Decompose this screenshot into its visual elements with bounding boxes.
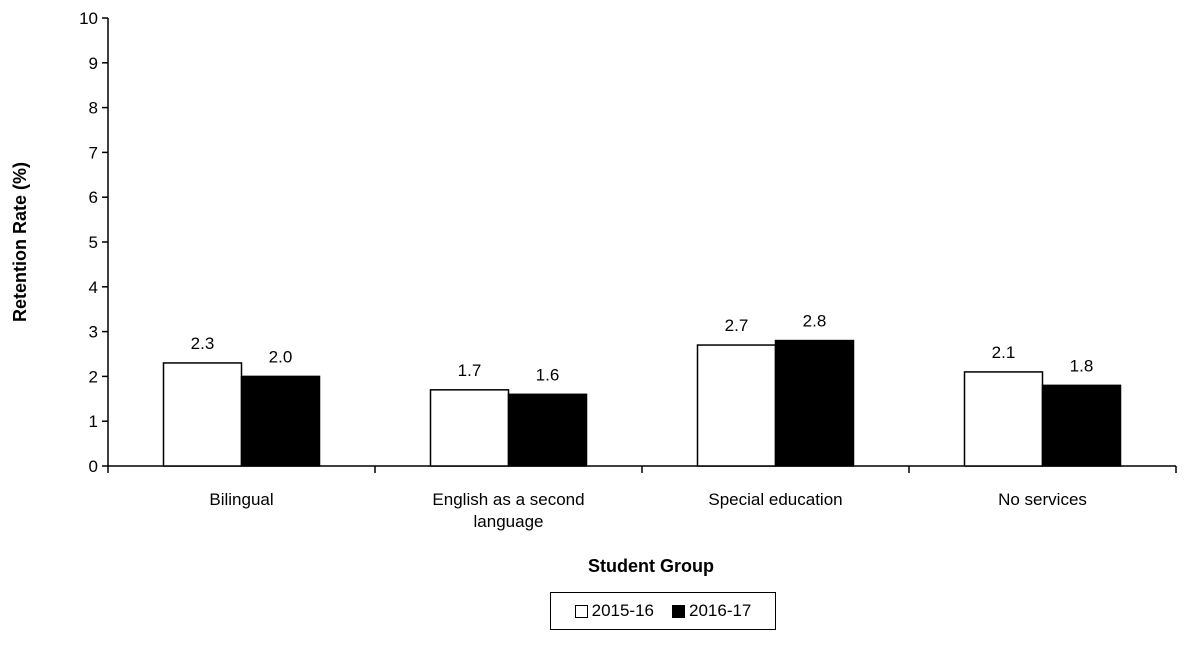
bar-2015-16: [696, 344, 777, 467]
y-tick-label: 6: [89, 188, 98, 207]
data-label: 1.7: [458, 361, 482, 380]
y-tick-label: 3: [89, 323, 98, 342]
bar-2015-16: [162, 362, 243, 467]
data-label: 2.8: [803, 312, 827, 331]
data-label: 2.0: [269, 347, 293, 366]
y-tick-label: 4: [89, 278, 98, 297]
legend: 2015-16 2016-17: [550, 592, 776, 630]
y-tick-label: 0: [89, 457, 98, 476]
y-tick-label: 7: [89, 143, 98, 162]
y-tick-label: 2: [89, 367, 98, 386]
bar-2015-16: [429, 389, 510, 467]
data-label: 1.8: [1070, 356, 1094, 375]
x-axis-title: Student Group: [588, 556, 714, 576]
bar-2016-17: [1041, 384, 1122, 467]
legend-label-2015-16: 2015-16: [591, 601, 654, 620]
y-tick-label: 10: [79, 9, 98, 28]
y-tick-label: 9: [89, 54, 98, 73]
bar-2015-16: [963, 371, 1044, 467]
x-axis: [107, 465, 1177, 473]
category-label: Special education: [708, 490, 842, 509]
y-axis-title: Retention Rate (%): [10, 162, 30, 322]
legend-swatch-2015-16: [574, 604, 588, 618]
data-label: 2.1: [992, 343, 1016, 362]
legend-swatch-2016-17: [672, 604, 685, 618]
category-labels: Bilingual English as a second language Spec…: [209, 490, 1087, 531]
data-labels: 2.3 2.0 1.7 1.6 2.7 2.8 2.1 1.8: [191, 312, 1094, 385]
category-label: Bilingual: [209, 490, 273, 509]
y-tick-label: 1: [89, 412, 98, 431]
bar-2016-17: [774, 339, 855, 467]
y-tick-label: 5: [89, 233, 98, 252]
category-label: No services: [998, 490, 1087, 509]
bar-2016-17: [240, 375, 321, 467]
data-label: 2.3: [191, 334, 215, 353]
legend-label-2016-17: 2016-17: [689, 601, 752, 620]
y-axis: 0 1 2 3 4 5 6 7 8 9 10: [79, 9, 109, 476]
legend-item-2016-17: 2016-17: [672, 601, 751, 621]
data-label: 2.7: [725, 316, 749, 335]
legend-item-2015-16: 2015-16: [574, 601, 654, 621]
bar-2016-17: [507, 393, 588, 467]
category-label: English as a second: [432, 490, 584, 509]
category-label: language: [474, 512, 544, 531]
y-tick-label: 8: [89, 99, 98, 118]
bars: [162, 339, 1122, 467]
data-label: 1.6: [536, 365, 560, 384]
